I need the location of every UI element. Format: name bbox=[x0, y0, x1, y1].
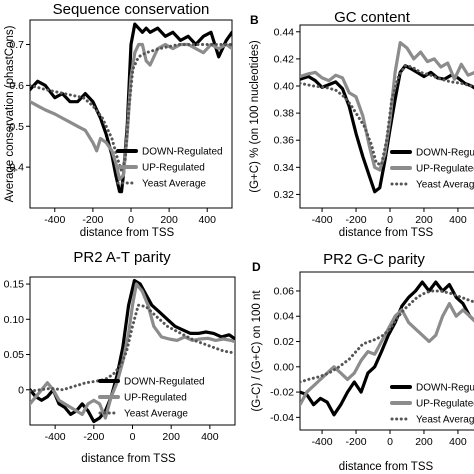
series-line-yeast-average bbox=[30, 303, 235, 393]
x-tick-label: 400 bbox=[449, 436, 467, 448]
y-tick-label: 0.15 bbox=[4, 279, 25, 291]
legend-label: Yeast Average bbox=[142, 179, 206, 190]
y-tick-label: 0.36 bbox=[274, 135, 295, 147]
y-tick-label: -0.02 bbox=[270, 387, 294, 399]
x-tick-label: 400 bbox=[198, 214, 216, 226]
x-axis-label: distance from TSS bbox=[80, 227, 175, 239]
y-tick-label: 0.44 bbox=[274, 26, 295, 38]
legend: DOWN-Regulated UP-Regulated Yeast Average bbox=[116, 147, 223, 190]
y-tick-label: 0.7 bbox=[9, 39, 24, 51]
x-tick-label: 200 bbox=[415, 214, 433, 226]
legend-label: Yeast Average bbox=[416, 415, 474, 426]
x-tick-label: -400 bbox=[312, 436, 333, 448]
series-group bbox=[300, 40, 474, 194]
x-tick-label: -200 bbox=[83, 431, 104, 443]
x-tick-label: 0 bbox=[387, 436, 393, 448]
series-line-yeast-average bbox=[300, 64, 474, 167]
x-tick-label: -400 bbox=[45, 431, 66, 443]
legend-label: Yeast Average bbox=[416, 180, 474, 191]
y-tick-label: 0.32 bbox=[274, 189, 295, 201]
series-line-up-regulated bbox=[300, 302, 474, 407]
x-tick-label: 400 bbox=[201, 431, 219, 443]
x-axis-label: distance from TSS bbox=[81, 453, 176, 465]
legend: DOWN-Regulated UP-Regulated Yeast Average bbox=[390, 383, 474, 426]
chart-title: Sequence conservation bbox=[53, 1, 210, 18]
legend-label: Yeast Average bbox=[124, 409, 188, 420]
panel-letter: B bbox=[250, 13, 259, 27]
panel-letter: D bbox=[252, 260, 261, 274]
y-tick-label: 0 bbox=[18, 384, 24, 396]
legend: DOWN-Regulated UP-Regulated Yeast Average bbox=[98, 377, 205, 420]
y-axis-label: (G+C) % (on 100 nucleotides) bbox=[249, 40, 261, 193]
chart-title: PR2 G-C parity bbox=[323, 251, 425, 268]
series-line-up-regulated bbox=[300, 40, 474, 172]
y-tick-label: 0.00 bbox=[274, 361, 295, 373]
x-axis-label: distance from TSS bbox=[339, 461, 434, 473]
y-tick-label: 0.38 bbox=[274, 108, 295, 120]
legend-label: UP-Regulated bbox=[124, 393, 187, 404]
x-axis-label: distance from TSS bbox=[339, 227, 434, 239]
chart-title: GC content bbox=[334, 9, 411, 26]
y-tick-label: 0.04 bbox=[274, 311, 295, 323]
chart-panel-2: PR2 A-T parity -400 -200 0 200 400 0 0.05 0.10 0.… bbox=[4, 249, 236, 465]
legend-label: UP-Regulated bbox=[416, 399, 474, 410]
x-tick-label: 0 bbox=[130, 431, 136, 443]
x-tick-label: 200 bbox=[160, 214, 178, 226]
y-tick-label: 0.06 bbox=[274, 285, 295, 297]
series-line-yeast-average bbox=[30, 43, 232, 173]
y-tick-label: 0.6 bbox=[9, 80, 24, 92]
y-tick-label: 0.34 bbox=[274, 162, 295, 174]
chart-panel-0: Sequence conservation -400 -200 0 200 400 0.4 0… bbox=[4, 1, 233, 239]
legend-label: DOWN-Regulated bbox=[142, 147, 223, 158]
legend-label: DOWN-Regulated bbox=[124, 377, 205, 388]
chart-panel-1: B GC content -400 -200 0 200 400 0.32 0.34 0.36 0.… bbox=[249, 9, 474, 239]
legend-label: UP-Regulated bbox=[142, 163, 205, 174]
x-tick-label: -200 bbox=[346, 436, 367, 448]
y-tick-label: 0.05 bbox=[4, 349, 25, 361]
y-axis-label: Average conservation (phastCons) bbox=[4, 25, 16, 202]
series-line-yeast-average bbox=[300, 289, 474, 384]
x-tick-label: 0 bbox=[387, 214, 393, 226]
series-line-down-regulated bbox=[30, 278, 235, 424]
legend-label: UP-Regulated bbox=[416, 164, 474, 175]
y-tick-label: 0.02 bbox=[274, 336, 295, 348]
legend: DOWN-Regulated UP-Regulated Yeast Average bbox=[390, 148, 474, 191]
y-tick-label: 0.4 bbox=[9, 162, 24, 174]
x-tick-label: 200 bbox=[162, 431, 180, 443]
x-tick-label: 400 bbox=[449, 214, 467, 226]
x-tick-label: -400 bbox=[312, 214, 333, 226]
y-tick-label: 0.40 bbox=[274, 81, 295, 93]
x-tick-label: 0 bbox=[128, 214, 134, 226]
y-tick-label: 0.10 bbox=[4, 314, 25, 326]
y-axis-label: (G-C) / (G+C) on 100 nt bbox=[251, 290, 263, 412]
x-tick-label: -400 bbox=[44, 214, 65, 226]
y-tick-label: 0.5 bbox=[9, 121, 24, 133]
y-tick-label: -0.04 bbox=[270, 412, 294, 424]
x-tick-label: -200 bbox=[346, 214, 367, 226]
series-group bbox=[30, 278, 235, 424]
x-tick-label: -200 bbox=[82, 214, 103, 226]
legend-label: DOWN-Regulated bbox=[416, 383, 474, 394]
series-line-down-regulated bbox=[300, 280, 474, 417]
series-group bbox=[300, 280, 474, 417]
chart-title: PR2 A-T parity bbox=[73, 249, 171, 266]
legend-label: DOWN-Regulated bbox=[416, 148, 474, 159]
series-group bbox=[30, 22, 232, 194]
chart-panel-3: D PR2 G-C parity -400 -200 0 200 400 -0.04 -0.02… bbox=[251, 251, 474, 473]
y-tick-label: 0.42 bbox=[274, 53, 295, 65]
x-tick-label: 200 bbox=[415, 436, 433, 448]
